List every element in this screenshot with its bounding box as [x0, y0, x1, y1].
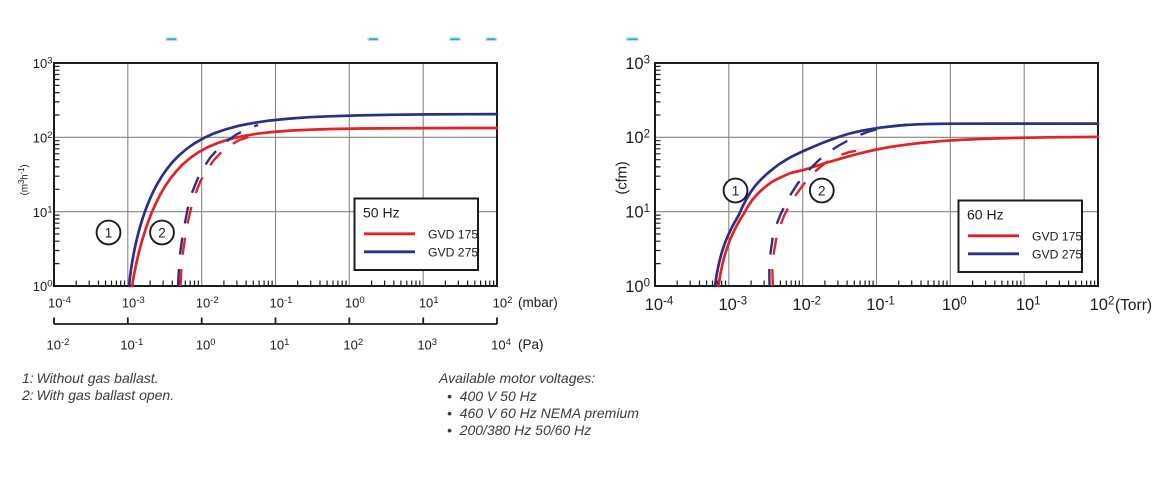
- svg-text:104: 104: [491, 337, 511, 353]
- svg-text:2: 2: [158, 225, 166, 240]
- svg-text:GVD 275: GVD 275: [428, 245, 478, 259]
- svg-text:101: 101: [625, 203, 650, 222]
- svg-text:10-3: 10-3: [719, 296, 748, 315]
- svg-text:(mbar): (mbar): [518, 295, 558, 310]
- svg-text:101: 101: [419, 295, 439, 311]
- svg-text:101: 101: [33, 204, 53, 220]
- svg-text:50 Hz: 50 Hz: [363, 205, 400, 221]
- svg-text:10-1: 10-1: [270, 295, 293, 311]
- svg-text:1: 1: [105, 225, 113, 240]
- svg-text:103: 103: [417, 337, 437, 353]
- svg-text:102: 102: [33, 130, 53, 146]
- svg-text:10-2: 10-2: [792, 296, 821, 315]
- svg-text:(cfm): (cfm): [614, 161, 631, 194]
- svg-text:101: 101: [270, 337, 290, 353]
- svg-text:100: 100: [33, 279, 53, 295]
- svg-text:10-2: 10-2: [47, 337, 70, 353]
- svg-text:GVD 175: GVD 175: [428, 227, 478, 241]
- svg-text:2: 2: [818, 183, 826, 198]
- svg-text:10-3: 10-3: [122, 295, 145, 311]
- svg-text:10-2: 10-2: [196, 295, 219, 311]
- svg-text:(Pa): (Pa): [518, 337, 544, 352]
- svg-text:100: 100: [196, 337, 216, 353]
- svg-text:103: 103: [625, 54, 650, 73]
- svg-text:GVD 275: GVD 275: [1032, 247, 1082, 261]
- svg-text:101: 101: [1016, 296, 1041, 315]
- svg-text:102: 102: [1090, 296, 1115, 315]
- svg-text:100: 100: [942, 296, 967, 315]
- svg-text:10-1: 10-1: [120, 337, 143, 353]
- svg-text:10-4: 10-4: [645, 296, 674, 315]
- svg-text:102: 102: [493, 295, 513, 311]
- svg-text:60 Hz: 60 Hz: [967, 207, 1004, 223]
- svg-text:10-4: 10-4: [48, 295, 71, 311]
- svg-text:100: 100: [625, 277, 650, 296]
- svg-text:102: 102: [343, 337, 363, 353]
- svg-text:100: 100: [345, 295, 365, 311]
- svg-text:(Torr): (Torr): [1115, 297, 1152, 314]
- svg-text:(m3h-1): (m3h-1): [17, 165, 31, 196]
- svg-text:10-1: 10-1: [866, 296, 895, 315]
- svg-text:103: 103: [33, 56, 53, 72]
- svg-text:GVD 175: GVD 175: [1032, 229, 1082, 243]
- svg-text:102: 102: [625, 129, 650, 148]
- svg-text:1: 1: [732, 183, 740, 198]
